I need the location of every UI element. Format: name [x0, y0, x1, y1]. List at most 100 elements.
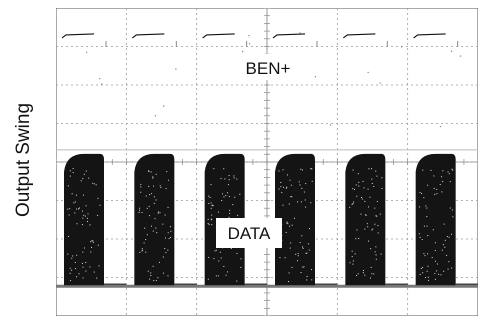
data-speckle [143, 242, 145, 244]
data-speckle [285, 231, 287, 233]
ben-speckle [459, 55, 462, 57]
data-speckle [153, 196, 155, 198]
data-speckle [381, 187, 383, 189]
data-speckle [367, 226, 369, 228]
ben-speckle [450, 50, 453, 52]
data-speckle [67, 208, 69, 210]
data-speckle [232, 204, 234, 206]
data-speckle [155, 173, 157, 175]
data-speckle [282, 204, 284, 206]
data-speckle [81, 224, 83, 226]
data-speckle [434, 242, 436, 244]
data-speckle [377, 232, 379, 234]
data-speckle [211, 219, 213, 221]
data-burst [64, 153, 104, 286]
data-speckle [298, 181, 300, 183]
ben-speckle [175, 68, 177, 70]
data-speckle [422, 266, 424, 268]
data-speckle [373, 186, 375, 188]
data-speckle [441, 249, 443, 251]
data-speckle [371, 178, 373, 180]
data-label: DATA [228, 224, 271, 243]
data-speckle [164, 248, 166, 250]
data-speckle [308, 249, 310, 251]
data-speckle [214, 250, 216, 252]
data-speckle [299, 242, 301, 244]
scope-screen: BEN+ DATA [56, 8, 478, 316]
data-speckle [425, 277, 427, 279]
data-speckle [153, 202, 155, 204]
data-speckle [71, 257, 73, 259]
data-speckle [354, 188, 356, 190]
data-speckle [421, 239, 423, 241]
data-speckle [85, 170, 87, 172]
data-speckle [150, 272, 152, 274]
data-speckle [74, 212, 76, 214]
data-speckle [366, 223, 368, 225]
data-speckle [351, 250, 353, 252]
data-speckle [302, 266, 304, 268]
data-burst [415, 153, 456, 286]
ben-pulse [61, 33, 95, 39]
data-speckle [166, 171, 168, 173]
data-speckle [75, 268, 77, 270]
ben-speckle [329, 124, 332, 126]
ben-speckle [314, 76, 317, 78]
data-speckle [92, 241, 94, 243]
data-speckle [291, 266, 293, 268]
data-speckle [227, 184, 229, 186]
data-speckle [210, 184, 212, 186]
data-speckle [349, 206, 351, 208]
data-speckle [451, 267, 453, 269]
data-speckle [434, 278, 436, 280]
data-speckle [424, 255, 426, 257]
data-speckle [208, 195, 210, 197]
data-speckle [160, 186, 162, 188]
data-speckle [88, 177, 90, 179]
data-speckle [441, 191, 443, 193]
data-speckle [297, 255, 299, 257]
data-speckle [438, 273, 440, 275]
data-speckle [311, 180, 313, 182]
data-speckle [158, 261, 160, 263]
data-speckle [308, 243, 310, 245]
data-speckle [426, 216, 428, 218]
data-speckle [434, 250, 436, 252]
data-speckle [368, 206, 370, 208]
ben-speckle [154, 115, 157, 117]
data-speckle [152, 176, 154, 178]
data-speckle [155, 199, 157, 201]
data-speckle [157, 277, 159, 279]
data-speckle [443, 223, 445, 225]
data-speckle [90, 251, 92, 253]
data-speckle [152, 265, 154, 267]
data-speckle [310, 269, 312, 271]
data-speckle [284, 257, 286, 259]
data-speckle [427, 253, 429, 255]
data-speckle [210, 218, 212, 220]
data-speckle [439, 184, 441, 186]
data-speckle [288, 281, 290, 283]
data-speckle [145, 239, 147, 241]
data-speckle [85, 262, 87, 264]
data-speckle [306, 279, 308, 281]
data-speckle [297, 201, 299, 203]
data-speckle [300, 272, 302, 274]
data-speckle [74, 201, 76, 203]
data-speckle [286, 222, 288, 224]
data-speckle [229, 209, 231, 211]
data-speckle [236, 178, 238, 180]
data-speckle [76, 223, 78, 225]
data-speckle [286, 221, 288, 223]
ben-label-box [236, 54, 300, 80]
data-speckle [221, 193, 223, 195]
data-speckle [150, 275, 152, 277]
data-speckle [95, 184, 97, 186]
data-speckle [217, 275, 219, 277]
data-speckle [223, 265, 225, 267]
data-speckle [452, 169, 454, 171]
data-speckle [303, 191, 305, 193]
data-speckle [444, 239, 446, 241]
data-speckle [237, 214, 239, 216]
data-burst [275, 153, 315, 286]
